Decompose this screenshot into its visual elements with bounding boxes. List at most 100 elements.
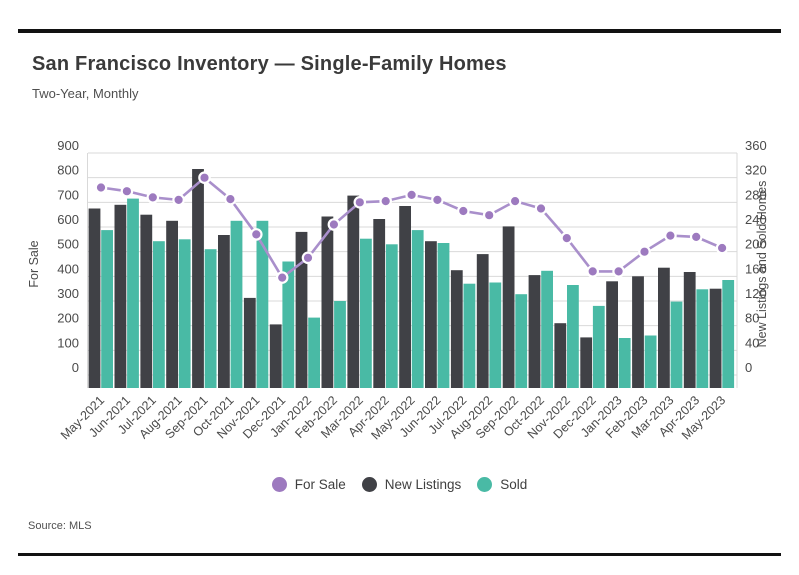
for-sale-point-Jan-2022 [301,251,315,265]
for-sale-point-Sep-2021 [198,171,211,184]
legend-label: Sold [500,477,528,492]
bar-sold-Jan-2023 [618,338,631,388]
for-sale-point-Aug-2022 [482,208,496,222]
for-sale-point-Oct-2022 [534,202,548,215]
legend-swatch-icon [361,477,377,492]
bar-new-listings-Oct-2021 [218,235,230,388]
bar-sold-May-2021 [101,230,113,388]
bar-sold-Nov-2022 [567,285,579,388]
for-sale-point-Mar-2023 [664,229,677,242]
for-sale-point-Jul-2022 [456,204,470,218]
svg-text:80: 80 [745,311,759,326]
legend-swatch-icon [477,477,493,492]
bar-new-listings-Jun-2022 [425,241,437,388]
bar-sold-Jun-2021 [127,198,139,388]
for-sale-point-Jun-2021 [120,184,134,198]
bar-new-listings-Mar-2023 [658,267,670,388]
for-sale-point-Oct-2021 [224,192,237,206]
for-sale-point-Dec-2022 [586,265,599,278]
legend-item-for-sale: For Sale [271,477,346,492]
bar-sold-Mar-2022 [360,238,372,388]
svg-text:200: 200 [57,311,79,326]
legend-label: New Listings [384,477,462,492]
svg-text:160: 160 [745,261,767,276]
bar-sold-Apr-2023 [696,289,709,388]
for-sale-point-Nov-2022 [560,231,574,245]
bars-sold [101,198,735,388]
bar-sold-Sep-2021 [204,249,217,388]
svg-text:280: 280 [745,187,767,202]
bar-new-listings-Jan-2023 [606,281,618,388]
chart-legend: For Sale New Listings Sold [0,477,799,492]
bar-new-listings-Jul-2021 [140,214,153,388]
bar-new-listings-Sep-2021 [192,169,204,388]
top-rule [18,29,781,33]
for-sale-point-Sep-2022 [508,194,522,208]
bar-new-listings-Dec-2022 [580,337,593,388]
bar-new-listings-Mar-2022 [347,195,360,388]
svg-text:800: 800 [57,163,79,178]
svg-text:320: 320 [745,163,767,178]
bar-sold-Dec-2021 [282,261,295,388]
chart-title: San Francisco Inventory — Single-Family … [32,53,507,75]
chart-subtitle: Two-Year, Monthly [32,86,139,101]
svg-text:900: 900 [57,138,79,153]
bar-new-listings-May-2023 [709,288,722,388]
for-sale-point-Dec-2021 [275,271,289,284]
bar-new-listings-Apr-2023 [683,272,696,388]
bar-new-listings-Jan-2022 [295,231,308,388]
svg-text:500: 500 [57,237,79,252]
for-sale-point-Feb-2022 [327,218,341,231]
svg-text:240: 240 [745,212,767,227]
for-sale-point-Feb-2023 [638,245,651,258]
for-sale-point-Aug-2021 [172,193,185,207]
bar-sold-Jan-2022 [308,317,320,388]
bar-sold-Sep-2022 [515,294,528,388]
bar-new-listings-Aug-2022 [476,254,489,388]
bar-sold-May-2023 [722,280,735,388]
source-note: Source: MLS [28,520,92,532]
bar-sold-Aug-2021 [178,239,191,388]
for-sale-point-May-2021 [94,181,108,194]
bar-new-listings-Nov-2021 [243,297,256,388]
bar-sold-May-2022 [411,230,424,388]
bar-sold-Jun-2022 [437,243,450,388]
for-sale-point-Nov-2021 [249,228,263,241]
svg-text:600: 600 [57,212,79,227]
legend-label: For Sale [294,477,346,492]
for-sale-point-Jun-2022 [431,193,444,207]
bar-sold-Feb-2023 [644,335,657,388]
for-sale-point-Jan-2023 [612,265,625,278]
for-sale-points [94,171,729,284]
bar-sold-Aug-2022 [489,282,502,388]
legend-item-sold: Sold [477,477,527,492]
bar-sold-Jul-2021 [153,241,165,388]
svg-text:360: 360 [745,138,767,153]
bar-sold-Nov-2021 [256,220,269,388]
bar-sold-Dec-2022 [592,305,605,388]
right-axis-title: New Listings and Sold Homes [755,181,769,348]
bar-sold-Oct-2022 [541,270,553,388]
for-sale-point-Mar-2022 [353,196,367,209]
bar-new-listings-Jul-2022 [450,270,463,388]
bar-sold-Jul-2022 [463,283,476,388]
svg-text:40: 40 [745,335,759,350]
legend-swatch-icon [271,477,287,492]
bar-new-listings-Feb-2022 [321,216,334,388]
svg-text:0: 0 [745,360,752,375]
svg-text:700: 700 [57,187,79,202]
bar-sold-Mar-2023 [670,301,683,388]
svg-text:0: 0 [72,360,79,375]
bar-sold-Oct-2021 [230,220,243,388]
bar-new-listings-Nov-2022 [554,323,567,388]
bar-sold-Feb-2022 [334,301,346,388]
svg-text:300: 300 [57,286,79,301]
left-axis-ticks: 0 100 200 300 400 500 600 700 800 900 [57,138,79,375]
x-axis-labels: May-2021Jun-2021Jul-2021Aug-2021Sep-2021… [58,393,728,442]
bar-new-listings-Jun-2021 [114,204,127,388]
bar-new-listings-Feb-2023 [632,276,644,388]
right-axis-ticks: 0 40 80 120 160 200 240 280 320 360 [745,138,767,375]
for-sale-point-May-2023 [715,241,729,255]
